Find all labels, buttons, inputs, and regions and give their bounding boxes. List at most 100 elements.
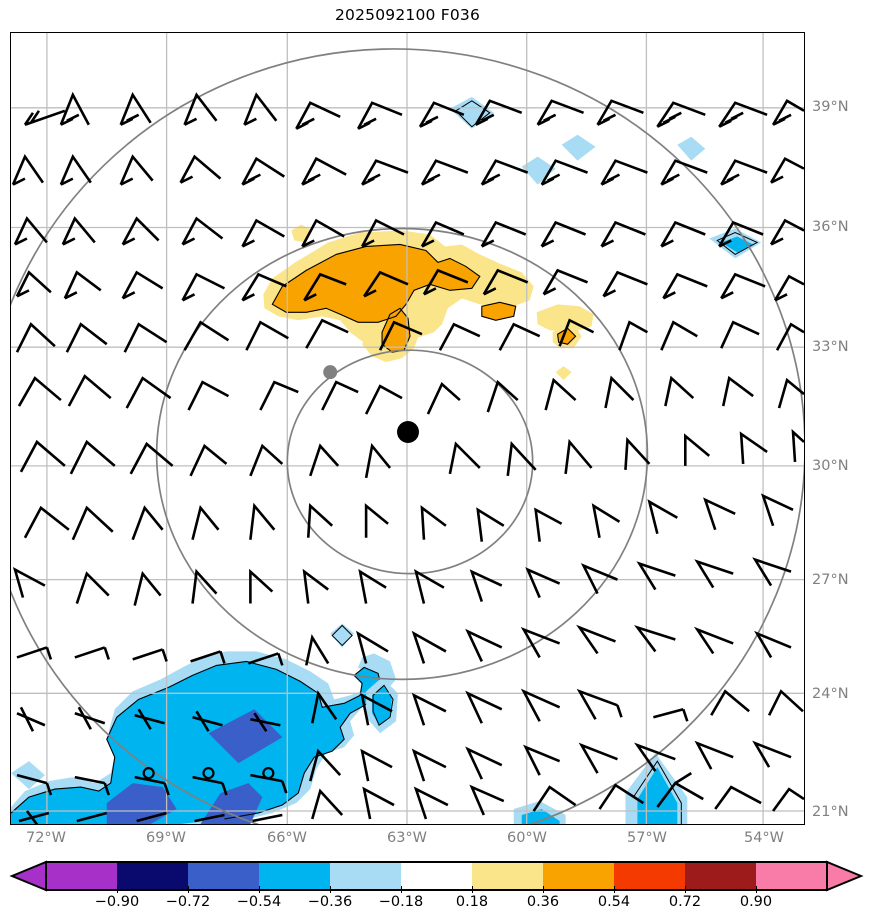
colorbar-extend-right [826,860,864,892]
wind-barb [647,499,678,535]
wind-barb [134,775,170,796]
southwest-negative-body [11,661,383,824]
wind-barb [604,375,635,409]
colorbar[interactable]: −0.90 −0.72 −0.54 −0.36 −0.18 0.18 0.36 … [0,858,873,924]
north-positive-core [272,244,480,323]
wind-barb [23,109,66,126]
wind-barb [378,320,423,351]
colorbar-band [330,862,401,890]
map-plot-area[interactable] [10,32,805,825]
wind-barb [19,439,66,473]
wind-barb [59,91,90,126]
wind-barb [360,748,393,782]
wind-barb [75,571,110,604]
wind-barb [321,380,359,411]
wind-barb [624,436,651,470]
wind-barb [295,101,341,130]
page-title: 2025092100 F036 [334,6,481,24]
wind-barb [536,99,585,126]
wind-barb [136,811,167,823]
shaded-anomaly-layer [11,96,762,824]
x-tick-label: 66°W [266,830,308,846]
wind-barb [542,268,589,296]
wind-barb [694,740,734,770]
wind-barb [309,443,340,477]
wind-barb [420,159,469,186]
wind-barb [18,810,50,824]
wind-barb [482,268,529,296]
wind-barb [520,626,561,659]
colorbar-tick-label: −0.18 [378,894,424,910]
colorbar-tick-label: −0.72 [165,894,211,910]
colorbar-tick-label: −0.90 [94,894,140,910]
wind-barb [558,318,595,347]
wind-barb [775,322,804,351]
colorbar-tick-label: 0.90 [739,894,773,910]
wind-barb [13,216,48,246]
wind-barb [134,708,165,730]
wind-barb [469,784,505,816]
wind-barb [411,692,447,726]
wind-barb [598,783,645,810]
colorbar-tick-label: 0.72 [668,894,702,910]
wind-barb [192,710,223,732]
calm-wind-markers [142,767,275,780]
x-tick-label: 72°W [25,830,67,846]
wind-barb [438,322,481,351]
wind-barb [720,159,768,186]
wind-barb [16,706,46,732]
wind-barb [520,688,561,722]
colorbar-band-group [46,862,827,890]
colorbar-band [259,862,330,890]
wind-barb [596,99,644,126]
wind-barb [465,746,503,780]
calm-wind-circle [262,767,275,780]
wind-barb [771,99,804,126]
wind-barb [636,561,676,591]
wind-barb [773,274,804,302]
wind-barb [777,377,804,409]
wind-barb [304,634,330,666]
colorbar-band [401,862,472,890]
x-tick-label: 63°W [386,830,428,846]
wind-barb [413,569,445,604]
storm-center-markers[interactable] [323,365,419,443]
wind-barb [540,220,587,248]
wind-barb [720,320,760,349]
wind-barb [791,428,804,463]
wind-barb [179,154,222,184]
wind-barb [129,441,174,475]
wind-barb [739,431,768,464]
wind-barb [580,563,618,595]
wind-barb [189,443,228,477]
colorbar-tick-mark [614,886,615,893]
wind-barb [245,320,289,351]
wind-barb [480,220,527,248]
wind-barb [12,567,46,598]
colorbar-tick-mark [401,886,402,893]
wind-barb [662,272,708,300]
wind-barb [306,503,334,538]
storm-center-marker [397,421,419,443]
wind-barb [310,788,344,820]
wind-barb [634,742,676,772]
wind-barb [767,689,804,716]
wind-barb [119,154,154,186]
colorbar-tick-label: 0.36 [526,894,560,910]
wind-barb [660,159,708,186]
wind-barb [578,742,618,774]
wind-barb [600,220,646,248]
wind-barb [59,154,92,186]
wind-barb [364,503,389,538]
wind-barb [123,322,168,353]
wind-barb [249,502,276,540]
wind-barb [133,570,162,606]
wind-barb [474,99,523,126]
wind-barb [413,786,449,820]
wind-barb [664,375,695,407]
wind-barb [241,272,287,302]
y-tick-label: 36°N [812,219,849,235]
wind-barb [684,433,711,466]
colorbar-band [472,862,543,890]
